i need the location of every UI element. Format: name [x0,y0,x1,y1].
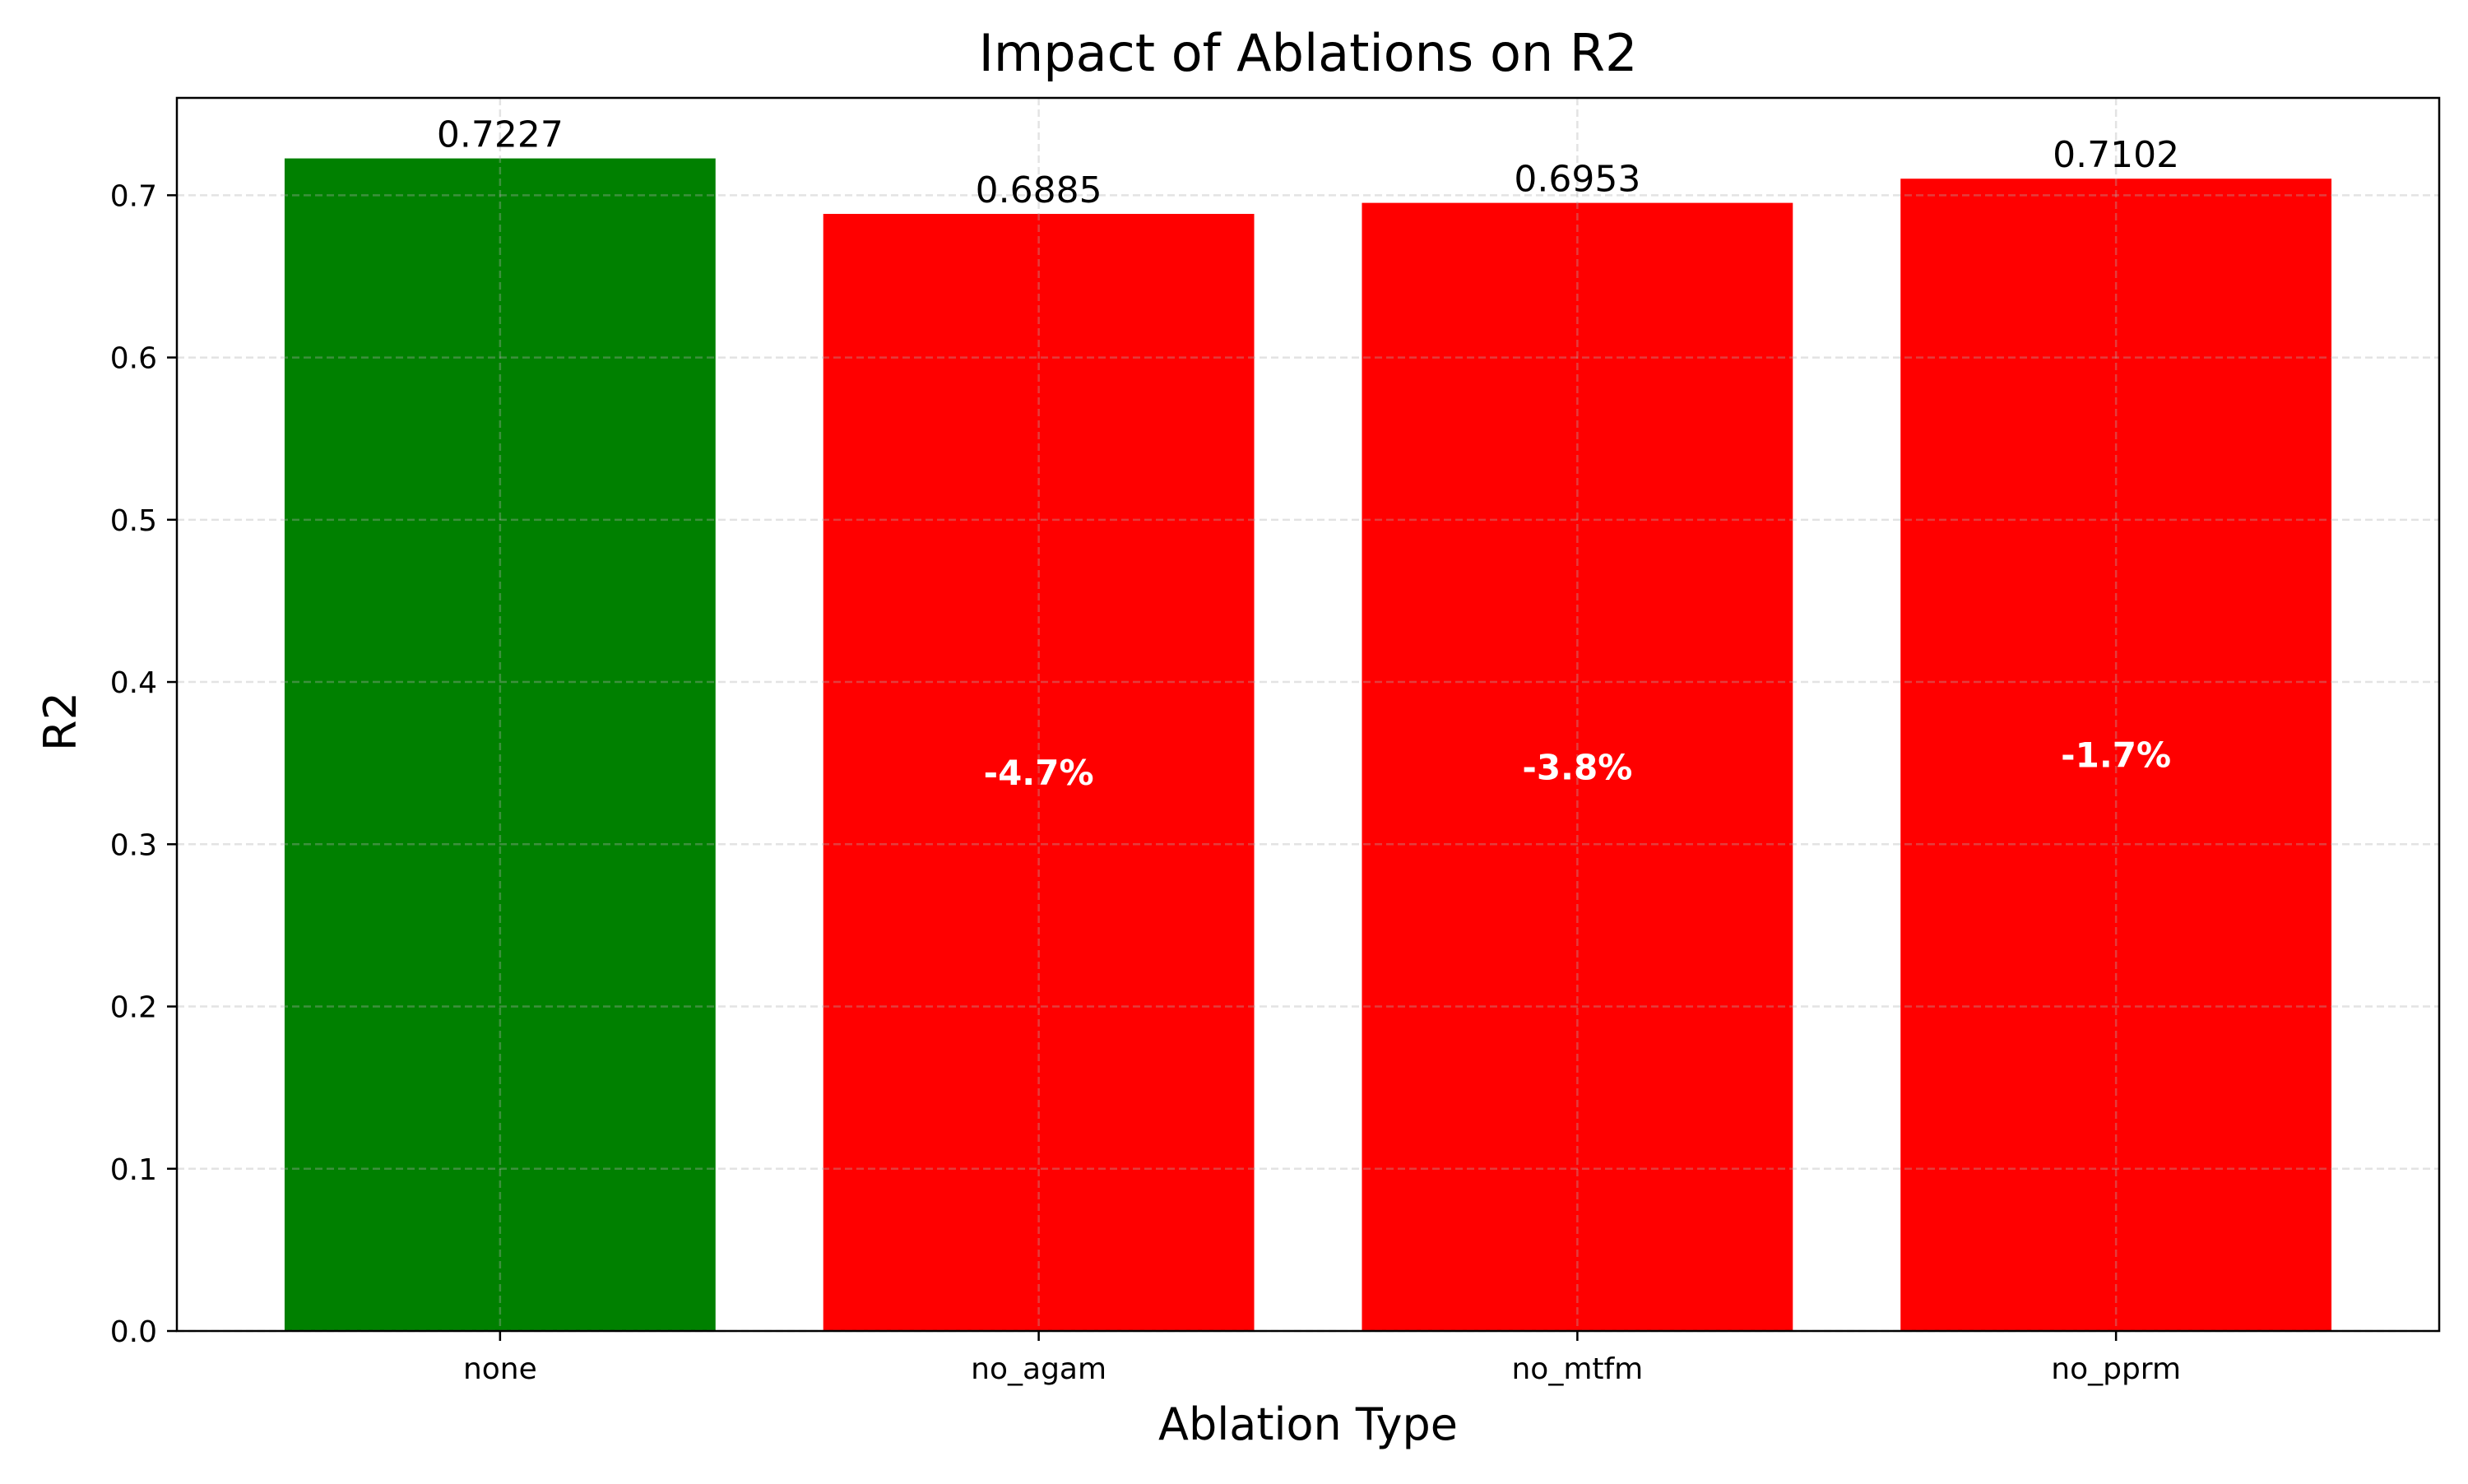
bar-none [284,158,716,1331]
value-label: 0.7102 [2053,134,2179,176]
y-tick-label: 0.3 [110,828,157,862]
bar-no_pprm [1900,179,2332,1331]
y-axis-label: R2 [35,692,86,751]
value-label: 0.6953 [1514,159,1640,201]
y-tick-label: 0.1 [110,1153,157,1187]
y-tick-label: 0.5 [110,504,157,538]
x-axis-label: Ablation Type [1158,1398,1458,1450]
change-label: -1.7% [2061,735,2171,776]
x-tick-label: no_mtfm [1511,1352,1643,1386]
change-label: -3.8% [1522,747,1632,787]
y-tick-label: 0.2 [110,991,157,1025]
y-tick-label: 0.4 [110,666,157,700]
y-tick-label: 0.7 [110,179,157,213]
value-label: 0.6885 [976,169,1102,211]
bars [284,158,2332,1331]
bar-no_mtfm [1362,202,1793,1331]
bar-no_agam [823,214,1255,1331]
plot-frame [175,96,2441,1333]
data-labels: 0.7227 0.6885 0.6953 0.7102 -4.7% -3.8% -1.7% [437,114,2179,793]
x-tick-label: no_pprm [2051,1352,2181,1386]
chart-title: Impact of Ablations on R2 [979,23,1638,83]
change-label: -4.7% [984,753,1094,793]
y-tick-label: 0.6 [110,342,157,376]
y-tick-label: 0.0 [110,1315,157,1349]
axes: 0.0 0.1 0.2 0.3 0.4 0.5 0.6 0.7 none no_agam no_mt… [110,96,2441,1386]
value-label: 0.7227 [437,114,564,156]
x-tick-label: no_agam [971,1352,1106,1386]
x-tick-label: none [463,1352,537,1386]
